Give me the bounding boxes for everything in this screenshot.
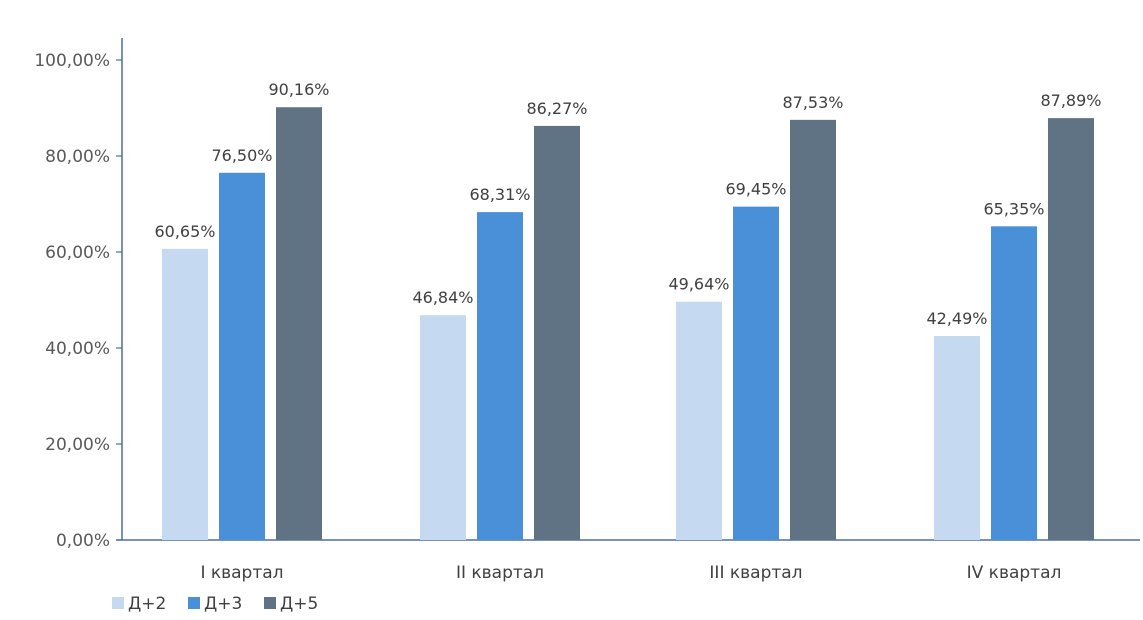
bar-1-3	[676, 301, 722, 540]
y-tick-label: 80,00%	[45, 147, 110, 167]
bar-3-2	[534, 125, 580, 541]
data-label: 65,35%	[983, 199, 1044, 218]
bar-1-2	[420, 315, 466, 540]
x-category-label: II квартал	[456, 563, 544, 583]
legend: Д+2 Д+3 Д+5	[112, 594, 318, 614]
data-label: 68,31%	[469, 185, 530, 204]
data-label: 46,84%	[412, 288, 473, 307]
data-label: 86,27%	[526, 99, 587, 118]
bar-1-1	[162, 248, 208, 540]
axes: 0,00% 20,00% 40,00% 60,00% 80,00% 100,00% I кв…	[34, 38, 1140, 583]
legend-label: Д+3	[204, 594, 242, 614]
x-category-label: IV квартал	[967, 563, 1062, 583]
y-tick-label: 100,00%	[34, 51, 110, 71]
bar-2-4	[991, 226, 1037, 540]
y-tick-label: 0,00%	[56, 531, 110, 551]
bar-3-1	[276, 107, 322, 541]
bar-1-4	[934, 336, 980, 540]
data-labels: 60,65% 76,50% 90,16% 46,84% 68,31% 86,27% 49,6…	[154, 80, 1101, 328]
bars	[162, 107, 1094, 541]
y-tick-label: 40,00%	[45, 339, 110, 359]
legend-swatch	[112, 597, 124, 609]
data-label: 60,65%	[154, 222, 215, 241]
data-label: 90,16%	[268, 80, 329, 99]
bar-2-1	[219, 172, 265, 541]
y-tick-label: 20,00%	[45, 435, 110, 455]
y-tick-label: 60,00%	[45, 243, 110, 263]
data-label: 87,89%	[1040, 91, 1101, 110]
legend-swatch	[264, 597, 276, 609]
data-label: 69,45%	[725, 180, 786, 199]
legend-label: Д+2	[128, 594, 166, 614]
data-label: 49,64%	[668, 275, 729, 294]
bar-2-2	[477, 212, 523, 540]
data-label: 42,49%	[926, 309, 987, 328]
bar-3-3	[790, 119, 836, 540]
legend-swatch	[188, 597, 200, 609]
x-category-label: I квартал	[200, 563, 283, 583]
bar-3-4	[1048, 118, 1094, 541]
data-label: 76,50%	[211, 146, 272, 165]
x-category-label: III квартал	[709, 563, 802, 583]
bar-2-3	[733, 206, 779, 540]
legend-label: Д+5	[280, 594, 318, 614]
data-label: 87,53%	[782, 93, 843, 112]
